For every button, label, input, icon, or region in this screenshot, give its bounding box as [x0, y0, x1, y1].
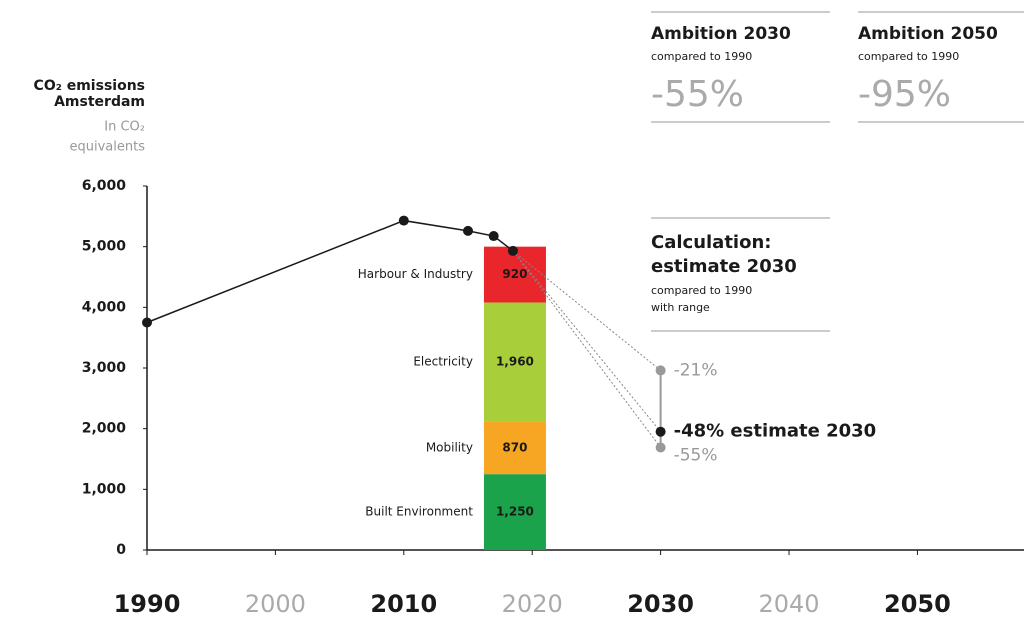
- x-tick-label: 2010: [370, 590, 437, 617]
- segment-value: 870: [502, 440, 527, 454]
- y-tick-label: 2,000: [82, 421, 127, 437]
- x-tick-label: 2000: [245, 590, 306, 617]
- bar-segment: [483, 246, 546, 303]
- projection-point: [655, 442, 666, 453]
- projection-label: -48% estimate 2030: [674, 421, 877, 442]
- y-tick-label: 3,000: [82, 360, 127, 376]
- panel-title: Ambition 2050: [858, 24, 998, 44]
- x-tick-label: 2020: [502, 590, 563, 617]
- segment-label: Mobility: [426, 440, 473, 454]
- panel-subtitle: compared to 1990: [858, 50, 959, 63]
- y-subtitle: In CO₂: [104, 120, 145, 135]
- y-title: Amsterdam: [54, 94, 145, 110]
- projection-line: [512, 250, 662, 433]
- y-title: CO₂ emissions: [34, 78, 145, 94]
- bar-segment: [483, 421, 546, 475]
- y-tick-label: 4,000: [82, 299, 127, 315]
- x-tick-label: 1990: [114, 590, 181, 617]
- projection-point: [655, 426, 666, 437]
- x-tick-label: 2030: [627, 590, 694, 617]
- y-tick-label: 0: [116, 542, 126, 558]
- point: [463, 225, 474, 236]
- y-subtitle: equivalents: [70, 140, 146, 155]
- calc-line: with range: [651, 301, 710, 314]
- segment-value: 1,250: [496, 505, 534, 519]
- segment-label: Built Environment: [365, 505, 473, 519]
- calc-title: estimate 2030: [651, 256, 797, 277]
- point: [507, 245, 518, 256]
- y-tick-label: 5,000: [82, 239, 127, 255]
- calc-title: Calculation:: [651, 232, 771, 253]
- panel-subtitle: compared to 1990: [651, 50, 752, 63]
- segment-label: Electricity: [413, 354, 473, 368]
- x-tick-label: 2050: [884, 590, 951, 617]
- x-tick-label: 2040: [758, 590, 819, 617]
- projection-point: [655, 365, 666, 376]
- bar-segment: [483, 302, 546, 422]
- point: [488, 231, 499, 242]
- projection-line: [512, 250, 662, 448]
- y-tick-label: 6,000: [82, 178, 127, 194]
- bar-segment: [483, 474, 546, 550]
- calc-line: compared to 1990: [651, 284, 752, 297]
- point: [142, 317, 152, 328]
- projection-label: -21%: [674, 360, 718, 380]
- panel-value: -55%: [651, 74, 744, 115]
- segment-value: 1,960: [496, 354, 534, 368]
- segment-label: Harbour & Industry: [358, 267, 473, 281]
- panel-value: -95%: [858, 74, 951, 115]
- projection-label: -55%: [674, 445, 718, 465]
- y-tick-label: 1,000: [82, 481, 127, 497]
- segment-value: 920: [502, 267, 527, 281]
- panel-title: Ambition 2030: [651, 24, 791, 44]
- point: [398, 215, 409, 226]
